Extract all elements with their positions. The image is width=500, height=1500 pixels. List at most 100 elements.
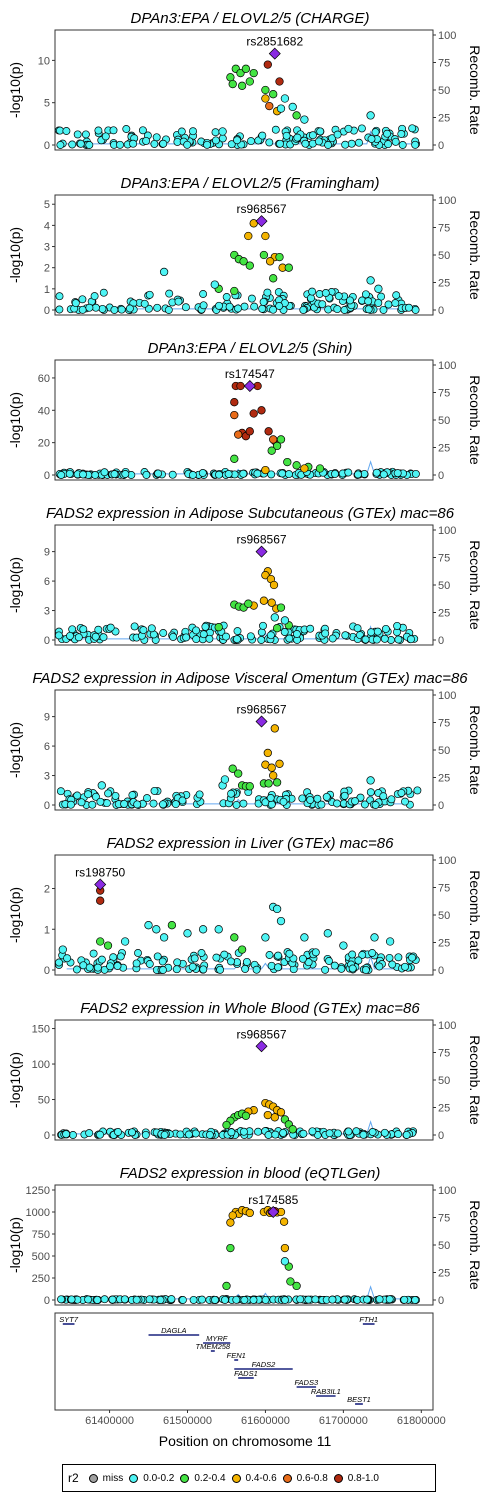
snp-point xyxy=(178,796,187,805)
snp-point xyxy=(96,896,105,905)
snp-point xyxy=(267,598,276,607)
snp-point xyxy=(275,77,284,86)
snp-point xyxy=(292,111,301,120)
snp-point xyxy=(77,798,86,807)
snp-point xyxy=(144,921,153,930)
y-tick-label: 3 xyxy=(44,771,50,783)
snp-point xyxy=(298,954,307,963)
panel-title: DPAn3:EPA / ELOVL2/5 (CHARGE) xyxy=(131,10,370,27)
recomb-axis-label: Recomb. Rate xyxy=(467,870,483,960)
legend-swatch xyxy=(129,1473,139,1483)
snp-point xyxy=(220,775,230,784)
snp-point xyxy=(147,624,156,633)
snp-point xyxy=(129,139,138,148)
recomb-tick-label: 50 xyxy=(438,250,450,262)
snp-point xyxy=(188,962,197,971)
y-tick-label: 5 xyxy=(44,98,50,110)
snp-point xyxy=(241,64,251,73)
recomb-tick-label: 75 xyxy=(438,1213,450,1225)
x-axis-label: Position on chromosome 11 xyxy=(159,1433,332,1449)
snp-point xyxy=(393,621,402,630)
snp-point xyxy=(145,960,154,968)
snp-point xyxy=(100,468,109,477)
snp-point xyxy=(56,787,65,796)
snp-point xyxy=(160,1130,169,1139)
snp-point xyxy=(371,801,380,809)
snp-point xyxy=(274,963,282,972)
snp-point xyxy=(152,133,161,142)
snp-point xyxy=(233,635,241,644)
snp-point xyxy=(125,304,134,313)
snp-point xyxy=(188,471,197,479)
recomb-tick-label: 0 xyxy=(438,1130,444,1142)
snp-point xyxy=(164,306,173,314)
snp-point xyxy=(280,616,290,625)
snp-point xyxy=(232,800,241,809)
y-tick-label: 1000 xyxy=(26,1207,50,1219)
panel-title: FADS2 expression in Liver (GTEx) mac=86 xyxy=(107,835,395,852)
snp-point xyxy=(142,470,151,479)
y-tick-label: 0 xyxy=(44,965,50,977)
snp-point xyxy=(344,124,353,133)
snp-point xyxy=(201,622,210,631)
snp-point xyxy=(233,136,242,145)
recomb-tick-label: 100 xyxy=(438,1185,456,1197)
snp-point xyxy=(292,461,301,470)
recomb-tick-label: 75 xyxy=(438,388,450,400)
snp-point xyxy=(227,140,236,149)
x-tick-label: 61400000 xyxy=(85,1415,134,1427)
snp-point xyxy=(279,797,288,806)
lead-snp-marker xyxy=(268,47,281,60)
snp-point xyxy=(272,624,282,633)
snp-point xyxy=(301,139,310,148)
legend-title: r2 xyxy=(68,1471,79,1485)
snp-point xyxy=(413,786,422,795)
snp-point xyxy=(387,795,396,804)
legend-item: miss xyxy=(88,1473,123,1484)
y-tick-label: 0 xyxy=(44,305,50,317)
snp-point xyxy=(62,127,71,135)
snp-point xyxy=(285,634,294,643)
snp-point xyxy=(55,305,64,314)
snp-point xyxy=(266,631,275,640)
snp-point xyxy=(122,125,131,133)
y-tick-label: 250 xyxy=(32,1273,50,1285)
snp-point xyxy=(99,288,108,297)
x-tick-label: 61700000 xyxy=(319,1415,368,1427)
snp-point xyxy=(181,303,190,312)
y-tick-label: 0 xyxy=(44,470,50,482)
snp-point xyxy=(79,470,87,479)
y-axis-label: -log10(p) xyxy=(7,557,23,613)
snp-point xyxy=(234,769,243,778)
legend-label: 0.4-0.6 xyxy=(245,1472,277,1484)
snp-point xyxy=(316,127,325,136)
snp-point xyxy=(311,948,320,957)
recomb-tick-label: 0 xyxy=(438,140,444,152)
snp-point xyxy=(79,625,88,634)
snp-point xyxy=(272,778,282,787)
snp-point xyxy=(374,298,383,307)
snp-point xyxy=(366,776,375,785)
snp-point xyxy=(71,299,80,308)
snp-point xyxy=(78,295,87,304)
recomb-tick-label: 100 xyxy=(438,855,456,867)
snp-point xyxy=(269,90,278,99)
snp-point xyxy=(247,137,255,146)
snp-point xyxy=(261,231,270,241)
snp-point xyxy=(308,1127,317,1136)
gene-label: FADS2 xyxy=(252,1360,276,1369)
gene-label: RAB3IL1 xyxy=(311,1387,341,1396)
snp-point xyxy=(265,138,274,147)
snp-point xyxy=(265,951,274,959)
snp-point xyxy=(249,68,258,78)
snp-point xyxy=(242,957,251,966)
snp-point xyxy=(62,1130,71,1139)
recomb-tick-label: 25 xyxy=(438,773,450,785)
snp-point xyxy=(205,1130,214,1139)
legend-item: 0.4-0.6 xyxy=(231,1472,277,1484)
snp-point xyxy=(113,962,122,970)
snp-point xyxy=(91,632,100,641)
snp-point xyxy=(263,60,272,69)
y-axis-label: -log10(p) xyxy=(7,62,23,118)
